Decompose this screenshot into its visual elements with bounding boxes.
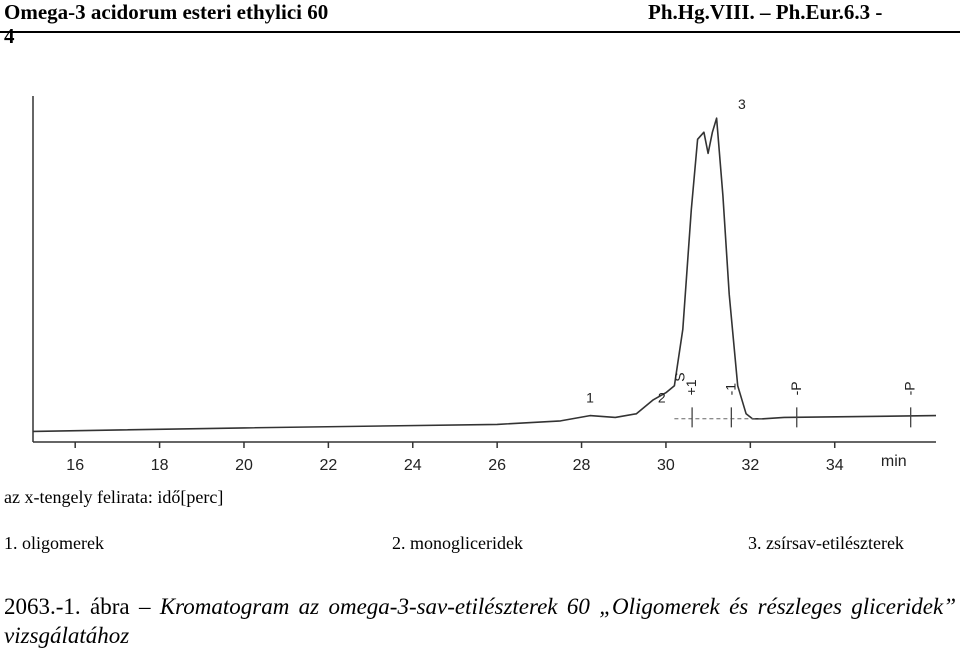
event-mark-label: -P — [788, 381, 804, 395]
chromatogram-trace — [32, 117, 937, 433]
figure-number: 2063.-1. ábra — [4, 594, 130, 619]
x-tick-label: 26 — [488, 457, 506, 474]
document-title: Omega-3 acidorum esteri ethylici 60 4 — [4, 0, 424, 48]
x-tick-label: 24 — [404, 457, 422, 474]
legend-item-fatty-acid-ethyl-esters: 3. zsírsav-etilészterek — [748, 533, 904, 553]
x-tick-label: 32 — [741, 457, 759, 474]
x-axis-unit-label: min — [881, 453, 907, 470]
chromatogram-chart: 16 18 20 22 24 26 28 30 32 34 min +1 -1 -P -P 1 2S 3 — [32, 96, 937, 474]
x-tick-label: 28 — [573, 457, 591, 474]
pharmacopoeia-reference: Ph.Hg.VIII. – Ph.Eur.6.3 - — [648, 0, 883, 24]
event-mark-label: -1 — [722, 383, 738, 396]
x-tick-label: 16 — [66, 457, 84, 474]
event-mark-label: +1 — [683, 379, 699, 395]
x-tick-label: 18 — [151, 457, 169, 474]
caption-dash: – — [138, 594, 151, 619]
legend-item-oligomers: 1. oligomerek — [4, 533, 104, 553]
document-title-text: Omega-3 acidorum esteri ethylici 60 — [4, 0, 329, 24]
document-title-continued: 4 — [4, 24, 15, 48]
x-tick-label: 22 — [319, 457, 337, 474]
peak-label: 1 — [586, 389, 594, 405]
figure-caption: 2063.-1. ábra – Kromatogram az omega-3-s… — [4, 592, 956, 650]
axis-note: az x-tengely felirata: idő[perc] — [4, 487, 224, 507]
header-rule — [0, 31, 960, 33]
caption-text: Kromatogram az omega-3-sav-etilészterek … — [4, 594, 957, 648]
event-mark-label: -P — [902, 381, 918, 395]
x-tick-label: 30 — [657, 457, 675, 474]
x-tick-label: 34 — [826, 457, 844, 474]
legend-item-monoglycerides: 2. monogliceridek — [392, 533, 523, 553]
peak-label: 2 — [658, 389, 666, 405]
peak-label: S — [672, 372, 688, 381]
x-tick-label: 20 — [235, 457, 253, 474]
peak-label: 3 — [738, 96, 746, 112]
